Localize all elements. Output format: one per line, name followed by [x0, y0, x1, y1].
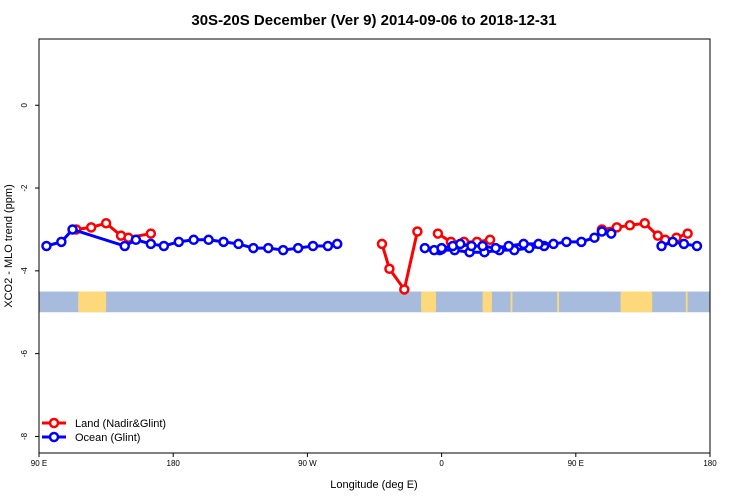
data-point	[233, 238, 244, 250]
x-axis: 90 E 180 90 W 0 90 E 180	[31, 453, 717, 468]
data-point	[691, 240, 703, 252]
map-strip-land	[620, 291, 653, 313]
data-point	[611, 222, 623, 233]
series-line	[661, 240, 698, 248]
x-tick-label: 180	[703, 459, 717, 468]
data-point	[454, 238, 466, 250]
x-tick-label: 90 W	[298, 459, 317, 468]
legend-swatch-point	[48, 417, 60, 429]
data-point	[436, 242, 447, 254]
legend-entry: Land (Nadir&Glint)	[75, 418, 166, 430]
data-point	[412, 226, 423, 237]
map-strip-land	[557, 291, 560, 313]
data-point	[203, 234, 214, 246]
data-point	[639, 217, 651, 229]
x-tick-label: 90 E	[568, 459, 584, 468]
data-point	[56, 236, 67, 248]
data-point	[100, 217, 112, 229]
data-point	[682, 228, 693, 239]
plot-frame	[38, 38, 711, 454]
data-point	[466, 240, 477, 252]
data-point	[322, 240, 334, 252]
data-point	[292, 242, 304, 254]
x-tick-label: 0	[439, 459, 444, 468]
x-tick-label: 90 E	[31, 459, 47, 468]
chart-title: 30S-20S December (Ver 9) 2014-09-06 to 2…	[191, 12, 556, 29]
data-point	[490, 242, 501, 254]
data-point	[667, 236, 678, 248]
map-strip-land	[685, 291, 688, 313]
data-point	[561, 236, 572, 248]
data-point	[188, 234, 199, 246]
plot-area	[39, 217, 710, 313]
data-point	[218, 236, 229, 248]
data-point	[624, 220, 636, 231]
y-axis-label: XCO2 - MLO trend (ppm)	[3, 184, 15, 307]
data-point	[119, 240, 130, 252]
data-point	[331, 238, 343, 250]
data-point	[263, 242, 274, 254]
legend: Land (Nadir&Glint) Ocean (Glint)	[42, 417, 166, 444]
legend-entry: Ocean (Glint)	[75, 432, 140, 444]
data-point	[477, 240, 488, 252]
map-strip-land	[421, 291, 437, 313]
data-point	[432, 228, 444, 239]
data-point	[605, 228, 617, 239]
data-point	[277, 244, 289, 256]
data-point	[652, 230, 664, 241]
y-tick-label: -2	[20, 184, 29, 192]
y-tick-label: -8	[20, 432, 29, 440]
data-point	[533, 238, 544, 250]
y-tick-label: -6	[20, 350, 29, 358]
map-strip-land	[510, 291, 513, 313]
data-point	[484, 234, 496, 246]
series-line	[380, 231, 419, 294]
x-axis-label: Longitude (deg E)	[330, 479, 417, 491]
data-point	[399, 284, 410, 295]
data-point	[130, 234, 142, 246]
data-point	[518, 238, 529, 250]
data-point	[576, 236, 587, 248]
data-point	[596, 226, 608, 237]
data-point	[678, 238, 690, 250]
y-axis: 0 -2 -4 -6 -8	[20, 102, 39, 440]
data-point	[589, 232, 600, 243]
data-point	[173, 236, 185, 248]
series-ocean	[41, 224, 703, 258]
map-strip-land	[482, 291, 492, 313]
legend-swatch-point	[48, 431, 60, 443]
data-point	[145, 238, 157, 250]
data-point	[503, 240, 514, 252]
data-point	[548, 238, 559, 250]
y-tick-label: 0	[20, 102, 29, 107]
data-point	[307, 240, 319, 252]
data-point	[158, 240, 170, 252]
data-point	[67, 224, 78, 235]
map-strip-ocean	[39, 291, 710, 313]
data-point	[145, 228, 157, 239]
data-point	[419, 242, 431, 254]
data-point	[384, 263, 395, 275]
data-point	[656, 240, 667, 252]
y-tick-label: -4	[20, 267, 29, 275]
x-tick-label: 180	[167, 459, 181, 468]
data-point	[376, 238, 388, 250]
data-point	[248, 242, 259, 254]
data-point	[85, 222, 97, 233]
map-strip-land	[78, 291, 107, 313]
data-point	[41, 240, 52, 252]
